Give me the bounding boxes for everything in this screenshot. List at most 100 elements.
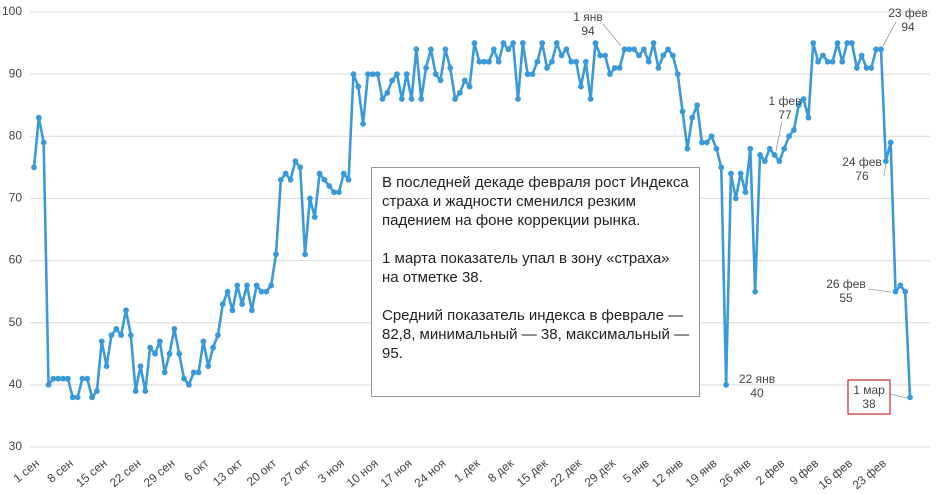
point [902, 288, 909, 295]
point [389, 77, 396, 84]
point [539, 40, 546, 46]
point [181, 375, 187, 382]
point [176, 350, 183, 357]
plot [31, 40, 913, 401]
x-tick-label: 29 дек [582, 456, 619, 490]
x-tick-label: 27 окт [278, 456, 314, 489]
point [210, 344, 216, 351]
annotation-value: 77 [778, 108, 792, 122]
point [587, 96, 594, 102]
point [258, 288, 265, 295]
point [379, 96, 386, 102]
x-tick-label: 16 фев [816, 456, 855, 492]
point [384, 89, 391, 96]
point [679, 108, 686, 115]
point [360, 120, 367, 127]
leader-line [775, 120, 783, 152]
point [718, 164, 725, 171]
point [766, 145, 773, 152]
point [660, 52, 667, 59]
point [631, 46, 638, 53]
point [224, 288, 231, 295]
x-tick-label: 22 сен [107, 456, 144, 490]
point [215, 332, 221, 339]
point [306, 195, 313, 202]
point [471, 40, 478, 46]
point [40, 139, 47, 146]
annotation-date: 1 фев [769, 94, 802, 108]
point [79, 375, 86, 382]
point [607, 71, 613, 78]
point [495, 58, 502, 65]
point [340, 170, 347, 177]
highlight-box [847, 379, 891, 415]
point [481, 58, 488, 65]
point [268, 282, 275, 289]
x-tick-label: 8 дек [485, 456, 517, 486]
point [548, 58, 555, 65]
point [621, 46, 628, 53]
point [200, 338, 207, 345]
point [185, 381, 192, 388]
y-tick-label: 80 [9, 128, 23, 142]
point [776, 158, 783, 165]
point [757, 152, 763, 158]
point [732, 195, 739, 202]
point [398, 96, 405, 102]
point [427, 46, 434, 53]
y-tick-label: 40 [9, 377, 23, 391]
point [844, 40, 851, 46]
point [442, 46, 449, 53]
x-tick-label: 10 ноя [344, 456, 381, 490]
point [31, 164, 37, 171]
point [239, 301, 246, 307]
point [432, 71, 439, 78]
point [234, 282, 241, 289]
point [418, 96, 425, 102]
point [156, 338, 163, 345]
point [713, 145, 720, 152]
point [815, 58, 821, 65]
point [708, 133, 715, 140]
point [684, 145, 691, 152]
point [108, 332, 115, 339]
point [795, 102, 802, 109]
point [820, 52, 826, 59]
point [476, 58, 483, 65]
point [616, 65, 623, 71]
point [650, 40, 657, 46]
point [500, 40, 507, 46]
point [74, 394, 81, 401]
point [331, 189, 337, 196]
point [853, 65, 860, 71]
point [849, 40, 855, 46]
point [403, 71, 410, 78]
point [103, 363, 110, 370]
point [132, 388, 139, 394]
point [534, 58, 541, 65]
point [636, 52, 642, 59]
point [137, 363, 144, 370]
point [64, 375, 71, 382]
point [171, 326, 178, 332]
x-tick-label: 29 сен [141, 456, 178, 490]
point [529, 71, 536, 78]
point [553, 40, 560, 46]
point [374, 71, 381, 78]
point [142, 388, 149, 394]
point [674, 71, 681, 78]
point [118, 332, 125, 339]
x-tick-label: 15 дек [514, 456, 551, 490]
point [839, 58, 846, 65]
point [578, 83, 584, 90]
x-tick-label: 13 окт [210, 456, 246, 489]
x-tick-label: 6 окт [181, 456, 211, 485]
point [345, 176, 352, 183]
point [878, 46, 884, 53]
point [166, 350, 173, 357]
point [790, 127, 797, 133]
point [510, 40, 517, 46]
point [244, 282, 250, 289]
